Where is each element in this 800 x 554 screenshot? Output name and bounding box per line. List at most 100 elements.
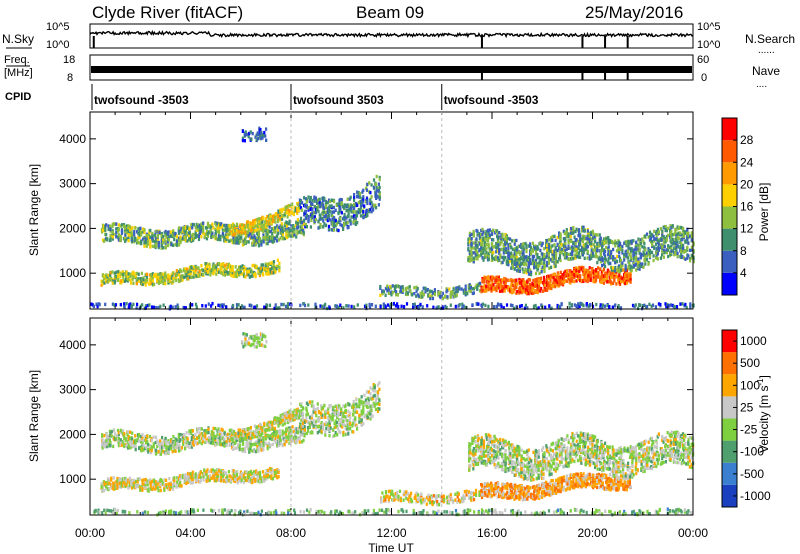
heatmap-cell (637, 306, 640, 311)
heatmap-cell (537, 246, 540, 251)
heatmap-cell (331, 217, 334, 221)
heatmap-cell (105, 273, 108, 277)
heatmap-cell (101, 434, 104, 438)
heatmap-cell (501, 286, 504, 291)
heatmap-cell (641, 245, 644, 249)
heatmap-cell (246, 230, 249, 235)
heatmap-cell (288, 203, 291, 208)
heatmap-cell (276, 219, 280, 224)
heatmap-cell (491, 255, 494, 259)
heatmap-cell (487, 284, 490, 288)
heatmap-cell (468, 236, 471, 241)
heatmap-cell (485, 243, 488, 247)
heatmap-cell (361, 190, 364, 194)
heatmap-cell (551, 238, 554, 243)
heatmap-cell (564, 279, 567, 283)
heatmap-cell (518, 286, 521, 290)
heatmap-cell (258, 217, 261, 221)
heatmap-cell (153, 274, 156, 278)
heatmap-cell (237, 238, 240, 242)
heatmap-cell (502, 248, 505, 252)
heatmap-cell (491, 278, 494, 282)
heatmap-cell (531, 261, 534, 266)
heatmap-cell (681, 233, 684, 237)
heatmap-cell (584, 275, 587, 279)
heatmap-cell (162, 235, 165, 239)
heatmap-cell (661, 244, 664, 248)
heatmap-cell (274, 270, 277, 274)
heatmap-cell (135, 281, 138, 286)
heatmap-cell (559, 258, 562, 263)
heatmap-cell (409, 289, 412, 293)
heatmap-cell (264, 264, 267, 268)
heatmap-cell (511, 253, 514, 258)
heatmap-cell (564, 269, 567, 274)
heatmap-cell (368, 190, 371, 194)
heatmap-cell (307, 206, 310, 210)
heatmap-cell (581, 252, 584, 257)
heatmap-cell (647, 249, 650, 253)
heatmap-cell (507, 243, 510, 247)
heatmap-cell (101, 279, 104, 284)
heatmap-cell (127, 272, 130, 276)
heatmap-cell (522, 262, 526, 267)
heatmap-cell (671, 233, 674, 237)
heatmap-cell (215, 267, 218, 272)
heatmap-cell (292, 224, 295, 228)
heatmap-cell (597, 275, 600, 279)
heatmap-cell (144, 306, 147, 310)
heatmap-cell (620, 279, 623, 283)
heatmap-cell (492, 238, 495, 242)
heatmap-cell (288, 212, 291, 216)
heatmap-cell (589, 302, 592, 307)
heatmap-cell (382, 302, 385, 306)
heatmap-cell (167, 230, 170, 234)
heatmap-cell (536, 244, 539, 249)
heatmap-cell (564, 237, 567, 242)
heatmap-cell (575, 279, 578, 283)
heatmap-cell (296, 211, 299, 215)
heatmap-cell (477, 302, 480, 306)
heatmap-cell (108, 438, 111, 442)
heatmap-cell (607, 261, 610, 266)
heatmap-cell (121, 443, 124, 447)
heatmap-cell (122, 276, 125, 280)
heatmap-cell (653, 246, 656, 250)
heatmap-cell (551, 250, 554, 254)
heatmap-cell (556, 271, 560, 275)
heatmap-cell (303, 196, 306, 200)
heatmap-cell (410, 293, 414, 297)
heatmap-cell (565, 230, 568, 235)
heatmap-cell (643, 303, 646, 307)
heatmap-cell (583, 273, 586, 277)
heatmap-cell (200, 264, 203, 268)
heatmap-cell (205, 271, 208, 275)
heatmap-cell (520, 262, 523, 266)
heatmap-cell (319, 214, 322, 218)
heatmap-cell (235, 270, 238, 274)
heatmap-cell (534, 303, 537, 308)
heatmap-cell (588, 257, 591, 261)
heatmap-cell (534, 265, 538, 269)
heatmap-cell (151, 276, 154, 280)
heatmap-cell (163, 238, 166, 242)
heatmap-cell (613, 279, 616, 283)
heatmap-cell (117, 227, 120, 232)
heatmap-cell (488, 235, 491, 240)
heatmap-cell (117, 436, 120, 441)
heatmap-cell (271, 219, 275, 224)
heatmap-cell (583, 256, 586, 260)
heatmap-cell (278, 225, 281, 230)
heatmap-cell (294, 208, 297, 212)
heatmap-cell (124, 229, 127, 233)
heatmap-cell (581, 249, 584, 253)
heatmap-cell (538, 288, 541, 292)
heatmap-cell (270, 221, 273, 225)
heatmap-cell (106, 442, 109, 446)
heatmap-cell (362, 197, 365, 201)
heatmap-cell (266, 223, 269, 228)
heatmap-cell (134, 274, 137, 279)
heatmap-cell (552, 279, 555, 283)
heatmap-cell (482, 230, 485, 234)
heatmap-cell (184, 235, 187, 240)
